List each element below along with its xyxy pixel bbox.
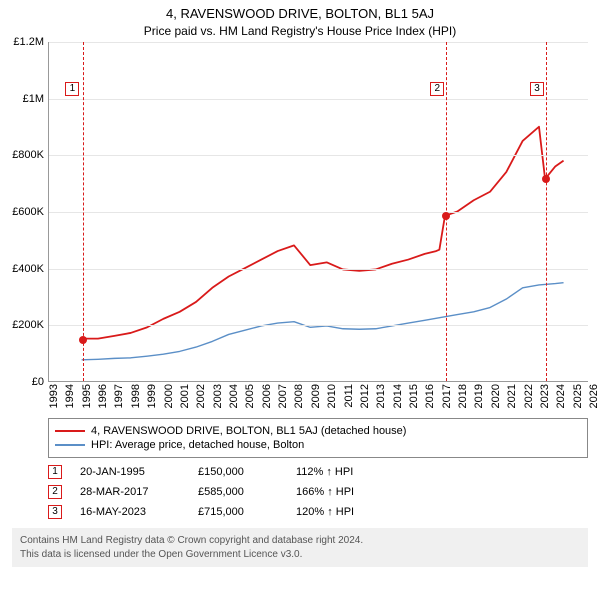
- y-tick-label: £200K: [12, 319, 44, 331]
- sale-row: 1 20-JAN-1995 £150,000 112% ↑ HPI: [48, 462, 588, 482]
- x-tick-label: 2001: [179, 384, 191, 408]
- x-tick-label: 1998: [130, 384, 142, 408]
- x-tick-label: 2022: [523, 384, 535, 408]
- sale-marker-dot: [442, 212, 450, 220]
- legend-label: HPI: Average price, detached house, Bolt…: [91, 439, 304, 451]
- y-tick-label: £1.2M: [13, 36, 44, 48]
- legend-box: 4, RAVENSWOOD DRIVE, BOLTON, BL1 5AJ (de…: [48, 418, 588, 458]
- series-line-hpi: [82, 283, 564, 360]
- legend-label: 4, RAVENSWOOD DRIVE, BOLTON, BL1 5AJ (de…: [91, 425, 406, 437]
- x-tick-label: 1993: [48, 384, 60, 408]
- x-tick-label: 2002: [195, 384, 207, 408]
- x-tick-label: 2017: [441, 384, 453, 408]
- x-tick-label: 2020: [490, 384, 502, 408]
- sale-marker-line: [546, 42, 547, 381]
- y-tick-label: £400K: [12, 263, 44, 275]
- x-tick-label: 2013: [375, 384, 387, 408]
- sale-marker-badge: 2: [430, 82, 444, 96]
- sale-marker-line: [83, 42, 84, 381]
- sale-marker-dot: [79, 336, 87, 344]
- gridline-h: [49, 325, 588, 326]
- x-tick-label: 2000: [163, 384, 175, 408]
- legend-item: HPI: Average price, detached house, Bolt…: [55, 439, 581, 451]
- gridline-h: [49, 212, 588, 213]
- x-tick-label: 1996: [97, 384, 109, 408]
- x-tick-label: 1999: [146, 384, 158, 408]
- sale-marker-dot: [542, 175, 550, 183]
- sale-marker-badge: 1: [65, 82, 79, 96]
- gridline-h: [49, 99, 588, 100]
- x-tick-label: 2010: [326, 384, 338, 408]
- sale-row-date: 16-MAY-2023: [80, 506, 180, 518]
- gridline-h: [49, 42, 588, 43]
- chart-area: £0£200K£400K£600K£800K£1M£1.2M 123 19931…: [0, 42, 600, 412]
- x-tick-label: 2008: [293, 384, 305, 408]
- y-tick-label: £0: [32, 376, 44, 388]
- x-tick-label: 2006: [261, 384, 273, 408]
- x-tick-label: 2024: [555, 384, 567, 408]
- x-tick-label: 2018: [457, 384, 469, 408]
- x-tick-label: 1997: [113, 384, 125, 408]
- legend-swatch: [55, 444, 85, 446]
- x-tick-label: 2009: [310, 384, 322, 408]
- x-tick-label: 2016: [424, 384, 436, 408]
- sale-row-date: 20-JAN-1995: [80, 466, 180, 478]
- gridline-h: [49, 269, 588, 270]
- sale-row-date: 28-MAR-2017: [80, 486, 180, 498]
- x-tick-label: 1994: [64, 384, 76, 408]
- x-tick-label: 2025: [572, 384, 584, 408]
- footer-line-1: Contains HM Land Registry data © Crown c…: [20, 534, 580, 548]
- sale-row-price: £715,000: [198, 506, 278, 518]
- sale-marker-badge: 3: [530, 82, 544, 96]
- footer-attribution: Contains HM Land Registry data © Crown c…: [12, 528, 588, 567]
- x-tick-label: 2004: [228, 384, 240, 408]
- gridline-h: [49, 155, 588, 156]
- y-axis: £0£200K£400K£600K£800K£1M£1.2M: [0, 42, 48, 382]
- x-tick-label: 2021: [506, 384, 518, 408]
- x-tick-label: 2014: [392, 384, 404, 408]
- x-tick-label: 1995: [81, 384, 93, 408]
- x-axis: 1993 1994 1995 1996 1997 1998 1999 2000 2001 2002…: [48, 382, 588, 412]
- x-tick-label: 2012: [359, 384, 371, 408]
- sale-row: 2 28-MAR-2017 £585,000 166% ↑ HPI: [48, 482, 588, 502]
- plot-area: 1 2 3: [48, 42, 588, 382]
- sale-row-pct: 120% ↑ HPI: [296, 506, 354, 518]
- sale-row-pct: 166% ↑ HPI: [296, 486, 354, 498]
- sales-table: 1 20-JAN-1995 £150,000 112% ↑ HPI 2 28-MAR-20…: [48, 462, 588, 522]
- sale-row-badge: 2: [48, 485, 62, 499]
- chart-title: 4, RAVENSWOOD DRIVE, BOLTON, BL1 5AJ: [0, 6, 600, 21]
- sale-row-pct: 112% ↑ HPI: [296, 466, 353, 478]
- footer-line-2: This data is licensed under the Open Gov…: [20, 548, 580, 562]
- x-tick-label: 2003: [212, 384, 224, 408]
- sale-row: 3 16-MAY-2023 £715,000 120% ↑ HPI: [48, 502, 588, 522]
- y-tick-label: £1M: [23, 93, 44, 105]
- y-tick-label: £800K: [12, 149, 44, 161]
- x-tick-label: 2007: [277, 384, 289, 408]
- x-tick-label: 2011: [343, 384, 355, 408]
- legend-swatch: [55, 430, 85, 432]
- x-tick-label: 2026: [588, 384, 600, 408]
- chart-subtitle: Price paid vs. HM Land Registry's House …: [0, 24, 600, 38]
- sale-row-price: £150,000: [198, 466, 278, 478]
- sale-row-price: £585,000: [198, 486, 278, 498]
- x-tick-label: 2019: [473, 384, 485, 408]
- y-tick-label: £600K: [12, 206, 44, 218]
- x-tick-label: 2023: [539, 384, 551, 408]
- x-tick-label: 2015: [408, 384, 420, 408]
- sale-row-badge: 1: [48, 465, 62, 479]
- sale-row-badge: 3: [48, 505, 62, 519]
- legend-item: 4, RAVENSWOOD DRIVE, BOLTON, BL1 5AJ (de…: [55, 425, 581, 437]
- x-tick-label: 2005: [244, 384, 256, 408]
